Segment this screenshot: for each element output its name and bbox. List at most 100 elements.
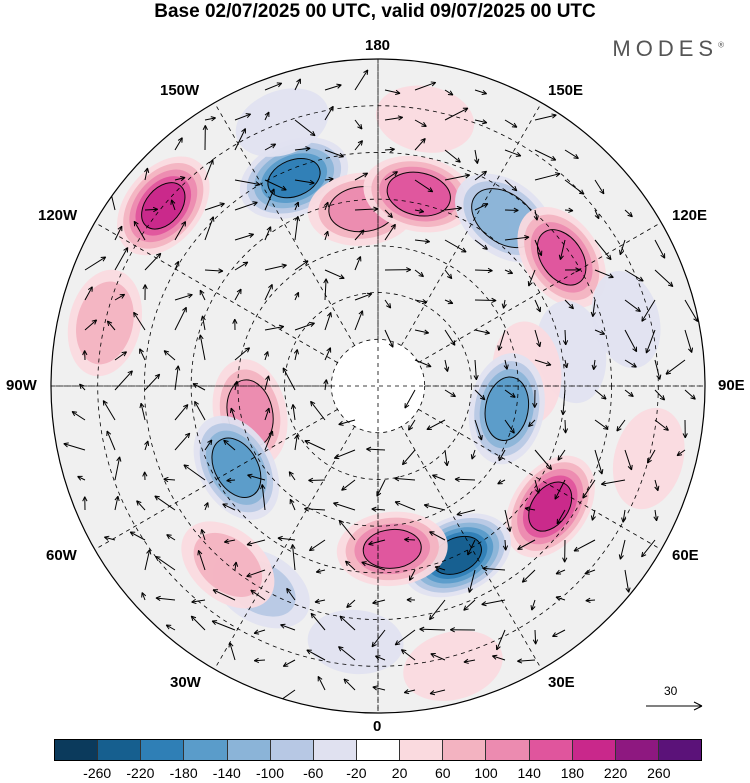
wind-arrow bbox=[384, 89, 401, 94]
wind-arrow-head bbox=[372, 599, 378, 605]
wind-arrow-head bbox=[191, 598, 197, 605]
wind-arrow-head bbox=[253, 629, 260, 635]
wind-arrow bbox=[261, 484, 266, 511]
wind-arrow-head bbox=[141, 592, 147, 598]
wind-arrow-head bbox=[155, 555, 161, 562]
wind-arrow-head bbox=[467, 549, 472, 556]
wind-arrow-head bbox=[447, 273, 453, 280]
wind-arrow-head bbox=[136, 500, 142, 506]
wind-arrow bbox=[264, 188, 275, 211]
wind-arrow-head bbox=[481, 170, 488, 176]
wind-arrow bbox=[444, 359, 449, 372]
wind-vectors bbox=[63, 69, 699, 704]
anomaly-band bbox=[386, 171, 451, 217]
wind-arrow-head bbox=[277, 535, 283, 542]
wind-arrow-head bbox=[450, 627, 456, 633]
wind-arrow bbox=[645, 329, 656, 354]
wind-arrow-head bbox=[627, 211, 633, 218]
wind-arrow-head bbox=[222, 503, 228, 509]
wind-arrow-head bbox=[268, 284, 273, 290]
wind-arrow-head bbox=[601, 480, 607, 487]
wind-arrow bbox=[528, 269, 536, 287]
wind-arrow bbox=[641, 299, 656, 322]
wind-arrow bbox=[444, 329, 456, 346]
wind-arrow bbox=[155, 556, 176, 571]
wind-arrow bbox=[521, 569, 536, 583]
wind-arrow-head bbox=[654, 485, 660, 492]
wind-arrow-head bbox=[242, 261, 249, 267]
wind-arrow-head bbox=[621, 517, 627, 523]
wind-arrow-head bbox=[229, 407, 235, 414]
wind-arrow-head bbox=[270, 143, 277, 149]
wind-arrow bbox=[624, 269, 644, 282]
colorbar-tick-label: 220 bbox=[603, 765, 628, 781]
wind-arrow bbox=[204, 117, 216, 121]
wind-arrow bbox=[107, 320, 116, 331]
colorbar-tick-label: -220 bbox=[126, 765, 155, 781]
wind-arrow-head bbox=[163, 476, 169, 483]
wind-arrow bbox=[534, 299, 541, 313]
wind-arrow bbox=[144, 440, 149, 451]
wind-arrow-head bbox=[501, 303, 507, 309]
wind-arrow-head bbox=[339, 615, 345, 621]
wind-arrow-head bbox=[429, 531, 435, 537]
wind-arrow bbox=[582, 479, 596, 499]
wind-arrow bbox=[456, 509, 476, 516]
wind-arrow-head bbox=[388, 342, 394, 348]
wind-arrow-head bbox=[663, 425, 669, 431]
wind-arrow bbox=[404, 389, 416, 409]
wind-arrow-head bbox=[533, 215, 539, 221]
wind-arrow-head bbox=[556, 518, 562, 525]
wind-arrow bbox=[144, 167, 148, 181]
wind-arrow-head bbox=[497, 345, 503, 351]
wind-arrow bbox=[354, 256, 362, 271]
wind-arrow bbox=[264, 82, 282, 91]
wind-arrow-head bbox=[281, 185, 287, 191]
wind-arrow-head bbox=[200, 529, 206, 535]
wind-arrow bbox=[496, 629, 506, 651]
wind-arrow-head bbox=[676, 450, 683, 457]
wind-arrow-head bbox=[211, 620, 218, 626]
wind-arrow bbox=[201, 529, 206, 541]
wind-arrow bbox=[384, 299, 392, 309]
wind-arrow bbox=[371, 629, 386, 648]
wind-arrow-head bbox=[190, 615, 197, 621]
wind-arrow-head bbox=[192, 383, 199, 388]
wind-arrow bbox=[384, 209, 393, 218]
wind-arrow bbox=[654, 269, 674, 287]
wind-arrow bbox=[534, 359, 552, 366]
wind-arrow-head bbox=[456, 511, 462, 517]
wind-arrow bbox=[591, 509, 596, 521]
wind-arrow-head bbox=[183, 404, 189, 410]
colorbar-tick-label: -60 bbox=[303, 765, 324, 781]
wind-arrow-head bbox=[294, 434, 300, 440]
wind-arrow bbox=[534, 449, 552, 470]
wind-arrow-head bbox=[106, 430, 112, 436]
wind-arrow bbox=[234, 201, 258, 211]
wind-arrow bbox=[394, 477, 416, 481]
wind-arrow-head bbox=[194, 400, 200, 407]
wind-arrow-head bbox=[248, 233, 254, 239]
wind-arrow-head bbox=[323, 278, 329, 284]
wind-arrow-head bbox=[430, 81, 437, 87]
wind-arrow-head bbox=[187, 293, 193, 299]
colorbar-bin bbox=[313, 740, 357, 760]
wind-arrow-head bbox=[328, 176, 334, 183]
wind-arrow bbox=[354, 140, 363, 151]
wind-arrow bbox=[474, 89, 487, 95]
wind-arrow-head bbox=[310, 612, 316, 619]
wind-arrow-head bbox=[309, 179, 315, 186]
wind-arrow bbox=[294, 434, 298, 451]
wind-arrow bbox=[174, 261, 180, 271]
wind-arrow-head bbox=[426, 425, 432, 431]
wind-arrow-head bbox=[429, 614, 435, 621]
wind-arrow-head bbox=[290, 544, 296, 550]
wind-arrow-head bbox=[375, 655, 381, 661]
wind-arrow-head bbox=[560, 410, 566, 416]
colorbar-bin bbox=[658, 740, 702, 760]
wind-arrow-head bbox=[82, 496, 88, 502]
wind-arrow-head bbox=[117, 225, 123, 232]
wind-arrow bbox=[264, 143, 276, 151]
colorbar-bin bbox=[615, 740, 659, 760]
wind-arrow bbox=[654, 389, 665, 401]
